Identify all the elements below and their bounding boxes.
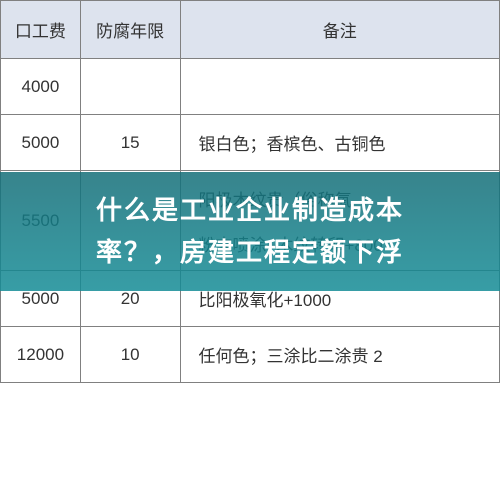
cell-fee: 5000 <box>1 115 81 171</box>
cell-year: 15 <box>80 115 180 171</box>
header-year: 防腐年限 <box>80 1 180 59</box>
table-row: 5000 15 银白色；香槟色、古铜色 <box>1 115 500 171</box>
header-remark: 备注 <box>180 1 500 59</box>
overlay-line1: 什么是工业企业制造成本 <box>40 190 460 232</box>
table-header-row: 口工费 防腐年限 备注 <box>1 1 500 59</box>
cell-fee: 4000 <box>1 59 81 115</box>
header-fee: 口工费 <box>1 1 81 59</box>
cell-year: 10 <box>80 327 180 383</box>
overlay-line2: 率？，房建工程定额下浮 <box>40 232 460 274</box>
cell-year <box>80 59 180 115</box>
table-row: 4000 <box>1 59 500 115</box>
cell-remark: 银白色；香槟色、古铜色 <box>180 115 500 171</box>
overlay-banner: 什么是工业企业制造成本 率？，房建工程定额下浮 <box>0 172 500 291</box>
cell-fee: 12000 <box>1 327 81 383</box>
cell-remark <box>180 59 500 115</box>
cell-remark: 任何色；三涂比二涂贵 2 <box>180 327 500 383</box>
table-row: 12000 10 任何色；三涂比二涂贵 2 <box>1 327 500 383</box>
